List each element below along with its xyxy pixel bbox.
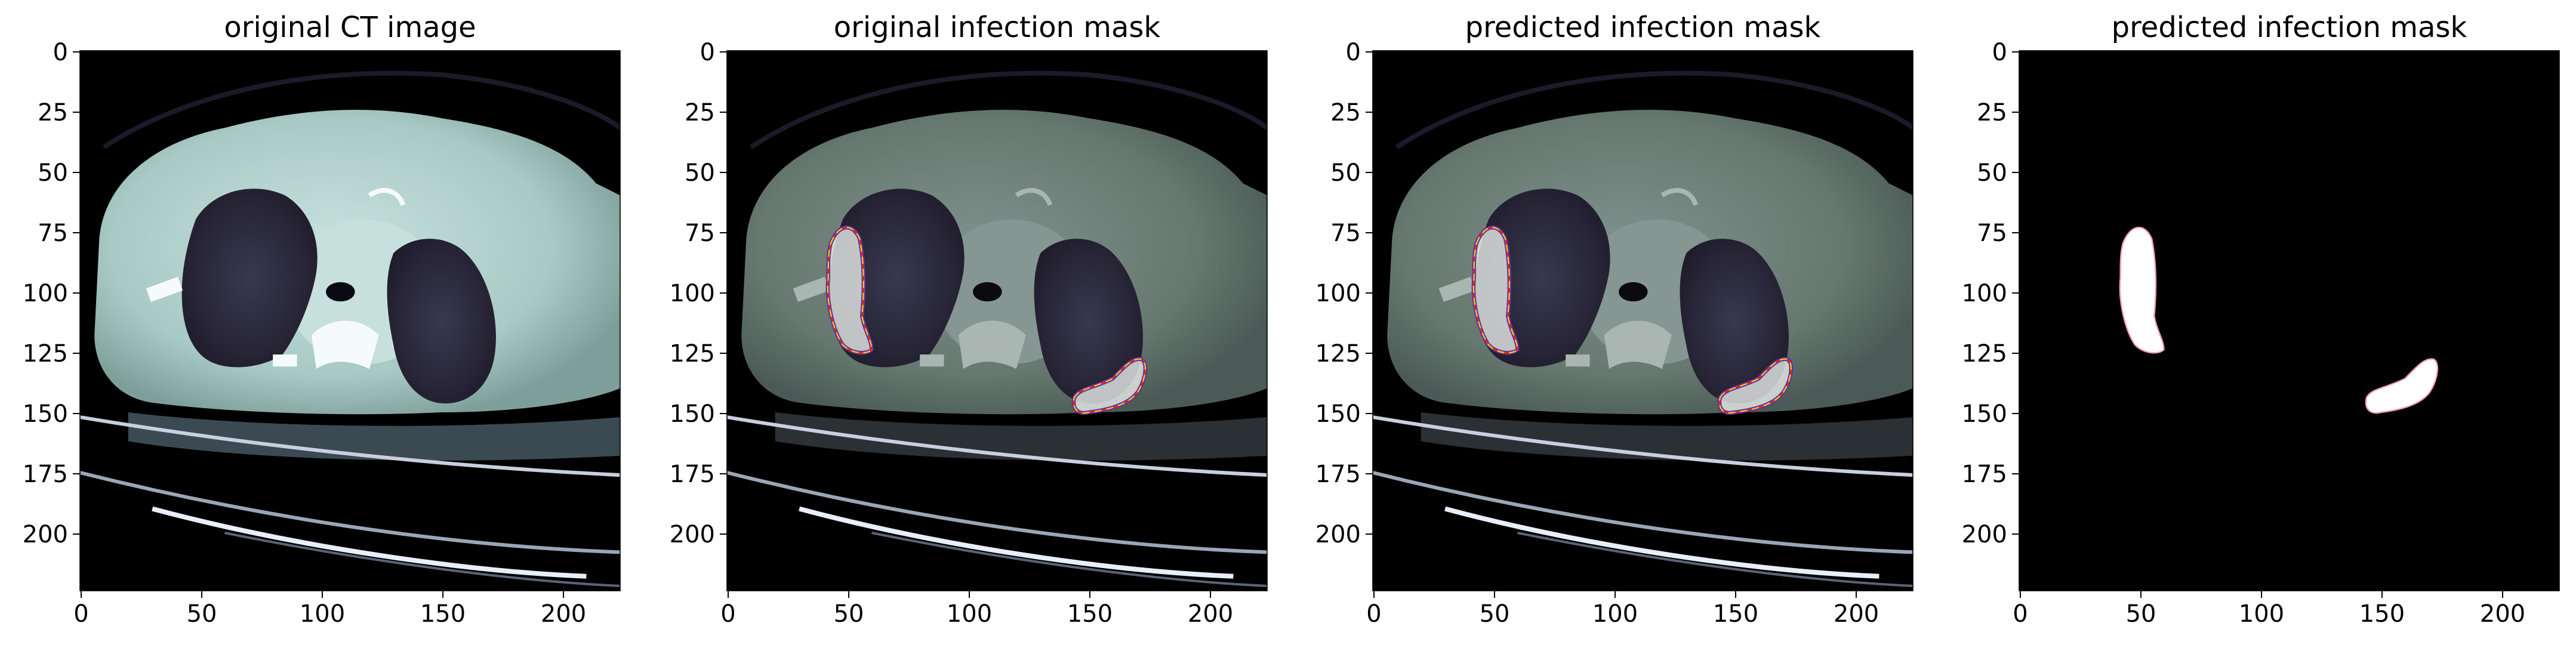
y-tick-label: 125 xyxy=(670,340,715,368)
y-tick-label: 50 xyxy=(1977,159,2007,187)
x-tick-label: 200 xyxy=(541,600,586,628)
x-tick-label: 100 xyxy=(947,600,992,628)
panel-1: original CT image 0 50 100 150 200 0 25 50 75 100… xyxy=(23,11,621,628)
x-tick-label: 150 xyxy=(2359,600,2405,628)
x-tick-label: 100 xyxy=(1592,600,1638,628)
panel-title: predicted infection mask xyxy=(2112,11,2467,44)
y-tick-label: 200 xyxy=(670,521,715,548)
panel-title: original infection mask xyxy=(834,11,1161,44)
y-tick-label: 25 xyxy=(38,99,68,127)
y-tick-label: 50 xyxy=(38,159,68,187)
y-tick-label: 175 xyxy=(1315,461,1361,488)
y-tick-label: 0 xyxy=(1346,39,1361,66)
x-tick-label: 50 xyxy=(187,600,217,628)
y-tick-label: 100 xyxy=(23,280,68,307)
y-tick-label: 125 xyxy=(1315,340,1361,368)
x-tick-label: 0 xyxy=(2013,600,2027,628)
y-tick-label: 25 xyxy=(1977,99,2007,127)
y-tick-label: 0 xyxy=(53,39,68,66)
y-tick-label: 150 xyxy=(1962,400,2007,428)
y-tick-label: 25 xyxy=(685,99,715,127)
ct-image xyxy=(1372,50,1913,591)
panel-2: original infection mask 0 50 100 150 200 0 25 5… xyxy=(670,11,1268,628)
y-tick-label: 125 xyxy=(1962,340,2007,368)
y-tick-label: 50 xyxy=(1330,159,1361,187)
y-tick-label: 200 xyxy=(1315,521,1361,548)
x-tick-label: 200 xyxy=(1834,600,1879,628)
y-tick-label: 25 xyxy=(1330,99,1361,127)
x-tick-label: 50 xyxy=(2126,600,2156,628)
y-tick-label: 150 xyxy=(1315,400,1361,428)
x-tick-label: 0 xyxy=(720,600,735,628)
x-tick-label: 50 xyxy=(1480,600,1510,628)
y-tick-label: 175 xyxy=(23,461,68,488)
y-tick-label: 175 xyxy=(670,461,715,488)
y-tick-label: 125 xyxy=(23,340,68,368)
panel-4: predicted infection mask 0 50 100 150 200 0 25… xyxy=(1962,11,2560,628)
ct-image xyxy=(2019,50,2560,591)
panel-title: original CT image xyxy=(224,11,476,44)
y-tick-label: 0 xyxy=(700,39,715,66)
y-tick-label: 75 xyxy=(685,220,715,247)
x-tick-label: 0 xyxy=(1366,600,1381,628)
ct-image xyxy=(726,50,1268,591)
x-tick-label: 100 xyxy=(2239,600,2284,628)
x-tick-label: 150 xyxy=(1713,600,1758,628)
y-tick-label: 150 xyxy=(23,400,68,428)
x-tick-label: 0 xyxy=(73,600,88,628)
y-tick-label: 100 xyxy=(670,280,715,307)
x-tick-label: 50 xyxy=(834,600,864,628)
ct-image xyxy=(79,50,621,591)
panel-title: predicted infection mask xyxy=(1465,11,1821,44)
panel-3: predicted infection mask 0 50 100 150 200 0 25… xyxy=(1315,11,1913,628)
y-tick-label: 100 xyxy=(1962,280,2007,307)
y-tick-label: 50 xyxy=(685,159,715,187)
y-tick-label: 0 xyxy=(1992,39,2007,66)
y-tick-label: 200 xyxy=(1962,521,2007,548)
y-tick-label: 75 xyxy=(1330,220,1361,247)
x-tick-label: 100 xyxy=(300,600,345,628)
x-tick-label: 150 xyxy=(1067,600,1113,628)
y-tick-label: 100 xyxy=(1315,280,1361,307)
y-tick-label: 75 xyxy=(1977,220,2007,247)
x-tick-label: 200 xyxy=(2480,600,2525,628)
y-tick-label: 175 xyxy=(1962,461,2007,488)
y-tick-label: 200 xyxy=(23,521,68,548)
y-tick-label: 150 xyxy=(670,400,715,428)
x-tick-label: 200 xyxy=(1188,600,1233,628)
x-tick-label: 150 xyxy=(420,600,466,628)
y-tick-label: 75 xyxy=(38,220,68,247)
